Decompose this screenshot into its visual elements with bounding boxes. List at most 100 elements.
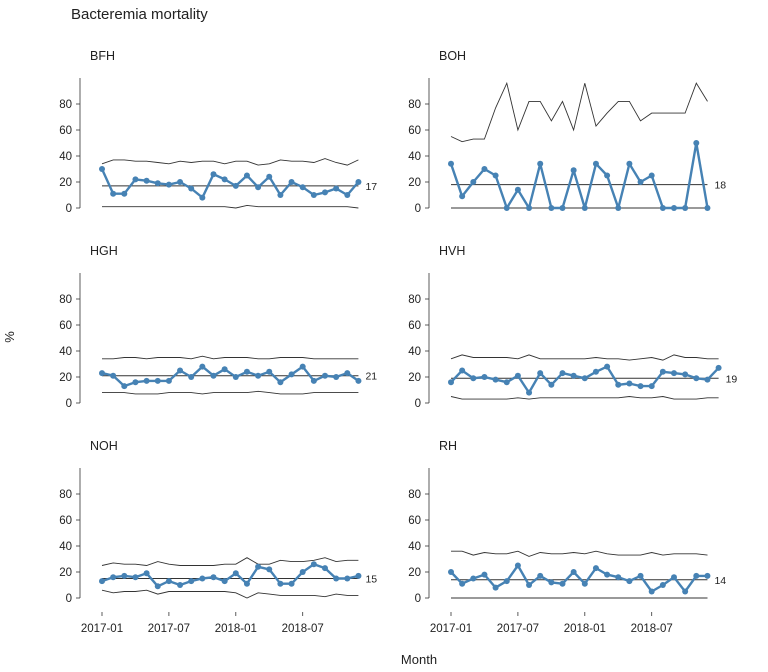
data-point-rh-19	[648, 588, 655, 595]
data-point-rh-4	[481, 571, 488, 578]
panel-bfh: BFH 0 20 40 60 80 17	[59, 49, 377, 215]
panel-title-hvh: HVH	[439, 244, 465, 258]
data-point-hgh-14	[243, 368, 250, 375]
data-point-rh-7	[514, 562, 521, 569]
data-point-hgh-8	[177, 367, 184, 374]
data-point-rh-6	[503, 578, 510, 585]
data-point-bfh-13	[232, 182, 239, 189]
data-point-noh-23	[344, 575, 351, 582]
data-point-rh-3	[470, 575, 477, 582]
data-point-bfh-6	[154, 180, 161, 187]
data-point-hvh-10	[548, 381, 555, 388]
data-point-noh-17	[277, 580, 284, 587]
data-point-hgh-24	[355, 377, 362, 384]
data-point-noh-16	[266, 566, 273, 573]
y-tick-label-hgh-80: 80	[59, 294, 72, 306]
data-point-hvh-6	[503, 379, 510, 386]
data-point-noh-12	[221, 578, 228, 585]
series-line-boh	[449, 141, 709, 210]
data-point-boh-13	[581, 205, 588, 211]
data-point-hvh-3	[470, 375, 477, 382]
data-point-rh-9	[537, 572, 544, 579]
upper-limit-line-rh	[451, 550, 708, 557]
y-tick-label-boh-60: 60	[408, 125, 421, 137]
data-point-hgh-17	[277, 379, 284, 386]
data-point-hvh-15	[604, 363, 611, 370]
lower-limit-line-noh	[101, 589, 359, 599]
data-point-rh-15	[604, 571, 611, 578]
data-point-hvh-9	[537, 370, 544, 377]
data-point-bfh-9	[188, 185, 195, 192]
data-point-rh-5	[492, 584, 499, 591]
data-point-bfh-20	[310, 192, 317, 198]
y-tick-label-hgh-60: 60	[59, 320, 72, 332]
series-line-noh	[101, 563, 359, 588]
upper-limit-line-noh	[101, 557, 359, 566]
data-point-hgh-5	[143, 377, 150, 384]
y-tick-label-hvh-80: 80	[408, 294, 421, 306]
data-point-boh-17	[626, 160, 633, 167]
y-axis-label: %	[2, 331, 17, 343]
data-point-boh-23	[693, 140, 700, 146]
panel-hgh: HGH 0 20 40 60 80 21	[59, 244, 377, 410]
data-point-hgh-6	[154, 377, 161, 384]
y-tick-label-boh-40: 40	[408, 151, 421, 163]
data-point-boh-20	[659, 205, 666, 211]
center-label-bfh: 17	[365, 181, 377, 193]
upper-limit-line-bfh	[101, 158, 359, 166]
data-point-hvh-13	[581, 375, 588, 382]
center-label-hgh: 21	[365, 371, 377, 383]
lower-limit-line-hgh	[102, 390, 359, 395]
panel-title-boh: BOH	[439, 49, 466, 63]
y-tick-label-boh-0: 0	[415, 203, 421, 215]
data-point-boh-4	[481, 166, 488, 172]
data-point-hvh-7	[514, 372, 521, 379]
data-point-hgh-16	[266, 368, 273, 375]
y-tick-label-hvh-0: 0	[415, 398, 421, 410]
data-point-boh-21	[671, 205, 677, 211]
x-tick-label-rh-2: 2018-01	[564, 623, 606, 635]
y-tick-label-rh-20: 20	[408, 567, 421, 579]
data-point-hvh-12	[570, 372, 577, 379]
data-point-noh-20	[310, 561, 317, 568]
data-point-noh-1	[99, 578, 105, 585]
data-point-boh-18	[637, 179, 644, 185]
panel-boh: BOH 0 20 40 60 80 18	[408, 49, 726, 215]
data-point-boh-24	[704, 205, 711, 211]
data-point-hvh-24	[704, 376, 711, 383]
y-tick-label-hgh-0: 0	[66, 398, 72, 410]
data-point-boh-16	[615, 205, 622, 211]
y-tick-label-hgh-20: 20	[59, 372, 72, 384]
data-point-noh-4	[132, 574, 139, 581]
upper-limit-line-hgh	[102, 355, 359, 360]
series-line-hgh	[101, 365, 360, 388]
data-point-bfh-3	[121, 190, 128, 197]
data-point-noh-11	[210, 574, 217, 581]
upper-limit-line-hvh	[450, 354, 719, 361]
data-point-rh-23	[693, 572, 700, 579]
data-point-hvh-14	[592, 368, 599, 375]
data-point-boh-12	[570, 167, 577, 174]
y-tick-label-boh-20: 20	[408, 177, 421, 189]
panels: BFH 0 20 40 60 80 17 BOH 0 20 40 60 80 18 HGH 0 20 40 60 80…	[59, 49, 737, 635]
data-point-rh-14	[592, 565, 599, 572]
data-point-bfh-19	[299, 184, 306, 191]
data-point-bfh-15	[255, 184, 262, 191]
data-point-noh-10	[199, 575, 206, 582]
data-point-boh-22	[682, 205, 689, 211]
data-point-rh-11	[559, 580, 566, 587]
panel-title-hgh: HGH	[90, 244, 118, 258]
x-tick-label-rh-3: 2018-07	[631, 623, 673, 635]
y-tick-label-hgh-40: 40	[59, 346, 72, 358]
data-point-hgh-19	[299, 363, 306, 370]
data-point-hgh-22	[333, 374, 340, 380]
data-point-bfh-17	[277, 192, 284, 198]
y-tick-label-rh-80: 80	[408, 489, 421, 501]
data-point-bfh-4	[132, 176, 139, 183]
panel-noh: NOH 0 20 40 60 80 15 2017-01 2017-07 2018-01 2018-…	[59, 439, 377, 635]
data-point-rh-2	[459, 580, 466, 587]
x-tick-label-noh-0: 2017-01	[81, 623, 123, 635]
data-point-hgh-1	[99, 370, 105, 377]
y-tick-label-bfh-80: 80	[59, 99, 72, 111]
data-point-hvh-5	[492, 376, 499, 383]
